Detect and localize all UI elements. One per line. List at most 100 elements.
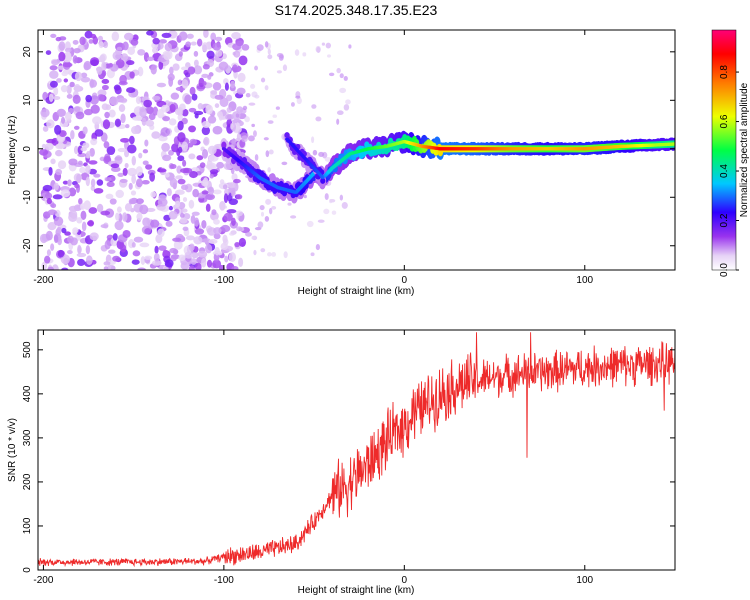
noise-cell bbox=[198, 77, 205, 88]
noise-cell bbox=[76, 217, 83, 224]
noise-cell bbox=[184, 251, 194, 259]
noise-cell bbox=[96, 203, 104, 213]
noise-cell bbox=[207, 145, 217, 155]
noise-cell bbox=[132, 116, 142, 121]
noise-cell bbox=[133, 236, 144, 243]
noise-cell bbox=[119, 74, 127, 85]
noise-cell bbox=[46, 249, 51, 256]
noise-cell bbox=[55, 168, 63, 176]
noise-cell bbox=[153, 253, 160, 262]
noise-cell bbox=[50, 33, 57, 38]
noise-cell bbox=[207, 74, 212, 80]
noise-cell bbox=[131, 125, 140, 135]
noise-cell bbox=[318, 151, 325, 157]
noise-cell bbox=[206, 158, 213, 169]
colorbar-ticks: 0.0 0.2 0.4 0.6 0.8 bbox=[719, 65, 739, 277]
noise-cell bbox=[111, 166, 121, 173]
noise-cell bbox=[160, 104, 170, 113]
noise-cell bbox=[164, 42, 172, 52]
branch-cell bbox=[320, 176, 325, 179]
noise-cell bbox=[225, 114, 232, 121]
noise-cell bbox=[80, 72, 88, 78]
noise-cell bbox=[76, 252, 87, 258]
noise-cell bbox=[45, 142, 54, 151]
colorbar-tick-label: 0.4 bbox=[719, 164, 730, 178]
noise-cell bbox=[206, 259, 213, 268]
noise-cell bbox=[128, 182, 133, 190]
noise-cell bbox=[247, 135, 255, 142]
noise-cell bbox=[64, 231, 71, 236]
snr-y-tick-label: 400 bbox=[22, 385, 33, 402]
noise-cell bbox=[168, 205, 173, 211]
noise-cell bbox=[87, 220, 94, 226]
noise-cell bbox=[194, 113, 199, 119]
noise-cell bbox=[51, 59, 60, 66]
noise-cell bbox=[161, 142, 170, 152]
noise-cell bbox=[211, 209, 217, 216]
noise-cell bbox=[177, 178, 186, 185]
noise-cell bbox=[257, 221, 264, 229]
noise-cell bbox=[109, 96, 119, 106]
noise-cell bbox=[83, 108, 93, 116]
snr-y-tick-label: 300 bbox=[22, 429, 33, 446]
noise-cell bbox=[115, 189, 124, 199]
noise-cell bbox=[341, 201, 348, 209]
noise-cell bbox=[85, 164, 91, 174]
noise-cell bbox=[228, 252, 237, 263]
noise-cell bbox=[56, 108, 66, 118]
noise-cell bbox=[90, 178, 96, 188]
noise-cell bbox=[53, 86, 59, 96]
noise-cell bbox=[202, 63, 210, 70]
noise-cell bbox=[343, 76, 348, 81]
noise-cell bbox=[66, 94, 73, 99]
noise-cell bbox=[104, 111, 110, 119]
noise-cell bbox=[220, 242, 228, 251]
noise-cell bbox=[52, 194, 63, 200]
noise-cell bbox=[303, 194, 307, 199]
noise-cell bbox=[83, 62, 90, 71]
noise-cell bbox=[45, 230, 53, 241]
noise-cell bbox=[234, 242, 240, 248]
noise-cell bbox=[135, 96, 142, 105]
noise-cell bbox=[45, 50, 52, 55]
noise-cell bbox=[254, 65, 258, 71]
noise-cell bbox=[58, 51, 66, 62]
spectrogram-x-tick-label: -100 bbox=[214, 275, 234, 286]
noise-cell bbox=[199, 162, 206, 169]
noise-cell bbox=[67, 179, 72, 187]
snr-x-tick-label: -100 bbox=[214, 575, 234, 586]
noise-cell bbox=[201, 126, 211, 136]
noise-cell bbox=[82, 142, 90, 149]
noise-cell bbox=[180, 184, 189, 191]
noise-cell bbox=[55, 149, 63, 157]
noise-cell bbox=[175, 86, 186, 92]
noise-cell bbox=[205, 193, 216, 201]
noise-cell bbox=[112, 255, 121, 262]
noise-cell bbox=[343, 104, 350, 111]
noise-cell bbox=[180, 66, 189, 71]
noise-cell bbox=[103, 141, 110, 149]
noise-cell bbox=[282, 64, 288, 72]
noise-cell bbox=[73, 47, 81, 54]
noise-cell bbox=[150, 191, 157, 198]
noise-cell bbox=[177, 132, 186, 143]
noise-cell bbox=[47, 209, 57, 216]
noise-cell bbox=[189, 138, 198, 145]
noise-cell bbox=[245, 92, 251, 98]
noise-cell bbox=[64, 111, 72, 121]
noise-cell bbox=[232, 51, 236, 56]
noise-cell bbox=[182, 159, 187, 167]
noise-cell bbox=[114, 155, 123, 165]
noise-cell bbox=[73, 145, 79, 155]
noise-cell bbox=[118, 104, 126, 113]
noise-cell bbox=[103, 261, 111, 266]
noise-cell bbox=[142, 149, 149, 154]
noise-cell bbox=[72, 55, 78, 64]
noise-cell bbox=[166, 188, 172, 197]
noise-cell bbox=[132, 250, 141, 257]
noise-cell bbox=[238, 237, 247, 247]
noise-cell bbox=[190, 41, 197, 46]
noise-cell bbox=[67, 235, 74, 244]
noise-cell bbox=[201, 120, 212, 128]
noise-cell bbox=[49, 65, 58, 71]
